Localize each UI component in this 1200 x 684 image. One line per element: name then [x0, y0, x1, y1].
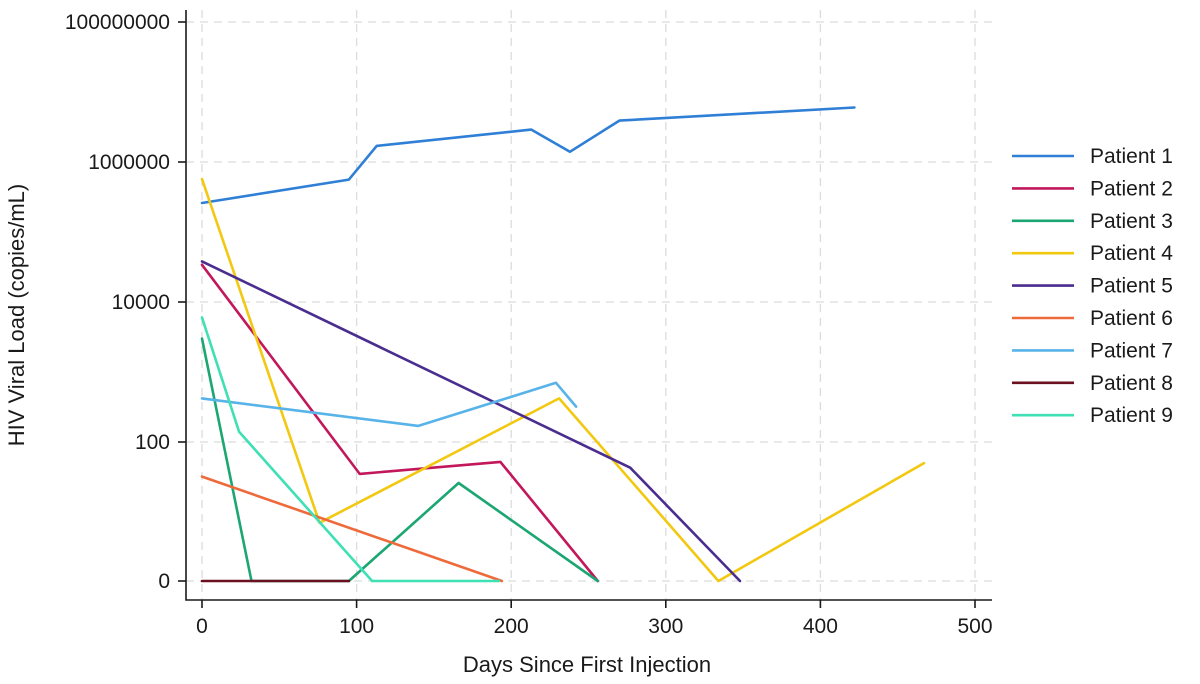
y-axis-ticks: 0 100 10000 1000000 100000000: [65, 11, 186, 593]
y-tick-label: 1000000: [88, 151, 170, 174]
legend-item: Patient 1: [1012, 145, 1173, 168]
legend-label: Patient 3: [1090, 210, 1173, 233]
plot-frame: [185, 10, 992, 601]
y-tick-label: 100: [135, 431, 170, 454]
series-line-patient-6: [200, 475, 504, 583]
legend-label: Patient 9: [1090, 404, 1173, 427]
legend-item: Patient 9: [1012, 404, 1173, 427]
series-line-patient-7: [200, 381, 578, 428]
x-tick-label: 400: [803, 615, 838, 638]
legend-item: Patient 5: [1012, 275, 1173, 298]
legend-label: Patient 7: [1090, 339, 1173, 362]
legend-label: Patient 2: [1090, 177, 1173, 200]
x-tick-label: 0: [196, 615, 208, 638]
x-tick-label: 500: [957, 615, 992, 638]
legend-label: Patient 1: [1090, 145, 1173, 168]
x-tick-label: 200: [494, 615, 529, 638]
legend-item: Patient 2: [1012, 177, 1173, 200]
y-tick-label: 10000: [112, 291, 170, 314]
y-tick-label: 0: [158, 570, 170, 593]
legend-label: Patient 6: [1090, 307, 1173, 330]
grid: [186, 10, 992, 600]
legend-label: Patient 8: [1090, 372, 1173, 395]
legend-item: Patient 7: [1012, 339, 1173, 362]
legend: Patient 1 Patient 2 Patient 3 Patient 4 Pati…: [1012, 145, 1173, 427]
series-line-patient-4: [200, 177, 926, 583]
legend-item: Patient 6: [1012, 307, 1173, 330]
series-line-patient-9: [200, 316, 501, 583]
legend-label: Patient 4: [1090, 242, 1173, 265]
legend-item: Patient 4: [1012, 242, 1173, 265]
x-tick-label: 300: [648, 615, 683, 638]
series-line-patient-5: [200, 260, 742, 583]
y-tick-label: 100000000: [65, 11, 170, 34]
legend-label: Patient 5: [1090, 275, 1173, 298]
axes: [185, 10, 992, 601]
legend-item: Patient 3: [1012, 210, 1173, 233]
x-axis-title: Days Since First Injection: [463, 652, 711, 677]
series-lines: [200, 106, 926, 583]
y-axis-title: HIV Viral Load (copies/mL): [4, 184, 29, 447]
legend-item: Patient 8: [1012, 372, 1173, 395]
x-axis-ticks: 0 100 200 300 400 500: [196, 600, 993, 638]
series-line-patient-1: [200, 106, 856, 205]
series-line-patient-2: [200, 263, 600, 583]
x-tick-label: 100: [339, 615, 374, 638]
